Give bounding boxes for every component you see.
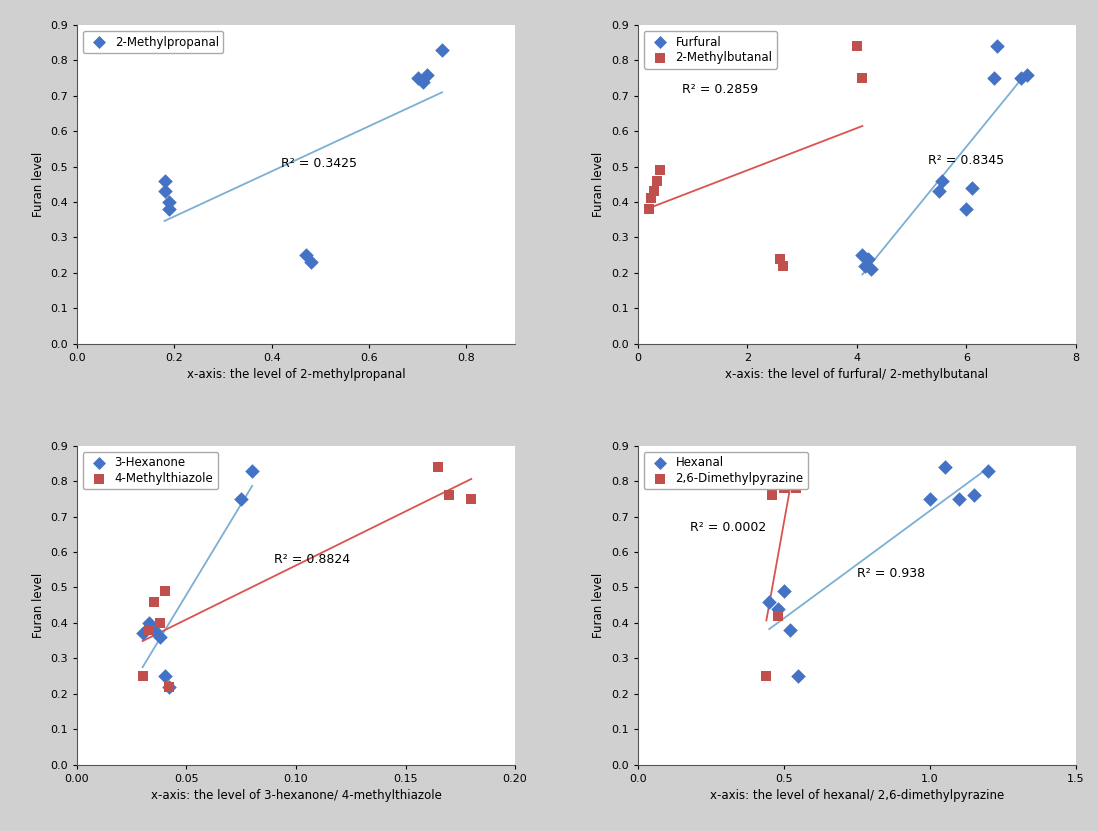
Point	[646, 184, 663, 198]
Point	[775, 482, 793, 495]
Point	[462, 492, 480, 505]
Point	[156, 584, 173, 597]
Point	[979, 464, 997, 477]
Point	[763, 489, 781, 502]
Point	[134, 627, 152, 640]
Point	[651, 164, 669, 177]
Point	[418, 68, 436, 81]
Legend: Hexanal, 2,6-Dimethylpyrazine: Hexanal, 2,6-Dimethylpyrazine	[643, 451, 808, 489]
Point	[985, 71, 1002, 85]
Point	[930, 184, 948, 198]
Y-axis label: Furan level: Furan level	[32, 152, 45, 217]
Point	[434, 43, 451, 57]
Point	[770, 602, 787, 615]
Point	[789, 669, 807, 682]
Point	[160, 680, 178, 693]
Point	[951, 492, 968, 505]
Point	[156, 669, 173, 682]
Y-axis label: Furan level: Furan level	[593, 152, 605, 217]
Point	[296, 248, 314, 262]
Point	[859, 252, 876, 265]
X-axis label: x-axis: the level of 2-methylpropanal: x-axis: the level of 2-methylpropanal	[187, 368, 405, 381]
Point	[152, 631, 169, 644]
Point	[160, 203, 178, 216]
Point	[160, 680, 178, 693]
Text: R² = 0.938: R² = 0.938	[856, 568, 925, 580]
Legend: Furfural, 2-Methylbutanal: Furfural, 2-Methylbutanal	[643, 31, 777, 69]
Point	[414, 75, 432, 88]
Point	[145, 595, 163, 608]
Point	[141, 617, 158, 630]
Point	[787, 482, 805, 495]
Point	[935, 460, 953, 474]
Point	[429, 460, 447, 474]
Point	[642, 192, 660, 205]
Point	[933, 175, 951, 188]
Point	[856, 259, 874, 273]
X-axis label: x-axis: the level of furfural/ 2-methylbutanal: x-axis: the level of furfural/ 2-methylb…	[726, 368, 988, 381]
Point	[774, 259, 792, 273]
Point	[772, 252, 789, 265]
Point	[781, 623, 798, 637]
Point	[988, 40, 1006, 53]
Point	[233, 492, 250, 505]
Point	[141, 623, 158, 637]
Point	[853, 248, 871, 262]
Point	[244, 464, 261, 477]
Point	[921, 492, 939, 505]
Point	[440, 489, 458, 502]
X-axis label: x-axis: the level of 3-hexanone/ 4-methylthiazole: x-axis: the level of 3-hexanone/ 4-methy…	[150, 789, 441, 802]
Text: R² = 0.8345: R² = 0.8345	[928, 154, 1005, 166]
Point	[408, 71, 426, 85]
Y-axis label: Furan level: Furan level	[593, 573, 605, 637]
Legend: 2-Methylpropanal: 2-Methylpropanal	[82, 31, 224, 53]
Point	[758, 669, 775, 682]
Point	[160, 195, 178, 209]
Point	[761, 595, 778, 608]
Point	[1018, 68, 1035, 81]
Legend: 3-Hexanone, 4-Methylthiazole: 3-Hexanone, 4-Methylthiazole	[82, 451, 219, 489]
Point	[770, 609, 787, 622]
Y-axis label: Furan level: Furan level	[32, 573, 45, 637]
X-axis label: x-axis: the level of hexanal/ 2,6-dimethylpyrazine: x-axis: the level of hexanal/ 2,6-dimeth…	[709, 789, 1004, 802]
Point	[145, 623, 163, 637]
Text: R² = 0.2859: R² = 0.2859	[682, 83, 758, 96]
Point	[848, 40, 865, 53]
Point	[965, 489, 983, 502]
Point	[156, 184, 173, 198]
Text: R² = 0.8115: R² = 0.8115	[138, 461, 214, 474]
Point	[152, 617, 169, 630]
Point	[957, 203, 975, 216]
Point	[853, 71, 871, 85]
Point	[775, 584, 793, 597]
Point	[302, 256, 320, 269]
Point	[781, 464, 798, 477]
Point	[156, 175, 173, 188]
Text: R² = 0.8824: R² = 0.8824	[274, 553, 350, 566]
Point	[640, 203, 658, 216]
Point	[862, 263, 879, 276]
Point	[1012, 71, 1030, 85]
Text: R² = 0.3425: R² = 0.3425	[281, 157, 357, 170]
Text: R² = 0.0002: R² = 0.0002	[691, 521, 766, 534]
Point	[134, 669, 152, 682]
Point	[963, 181, 981, 194]
Point	[648, 175, 665, 188]
